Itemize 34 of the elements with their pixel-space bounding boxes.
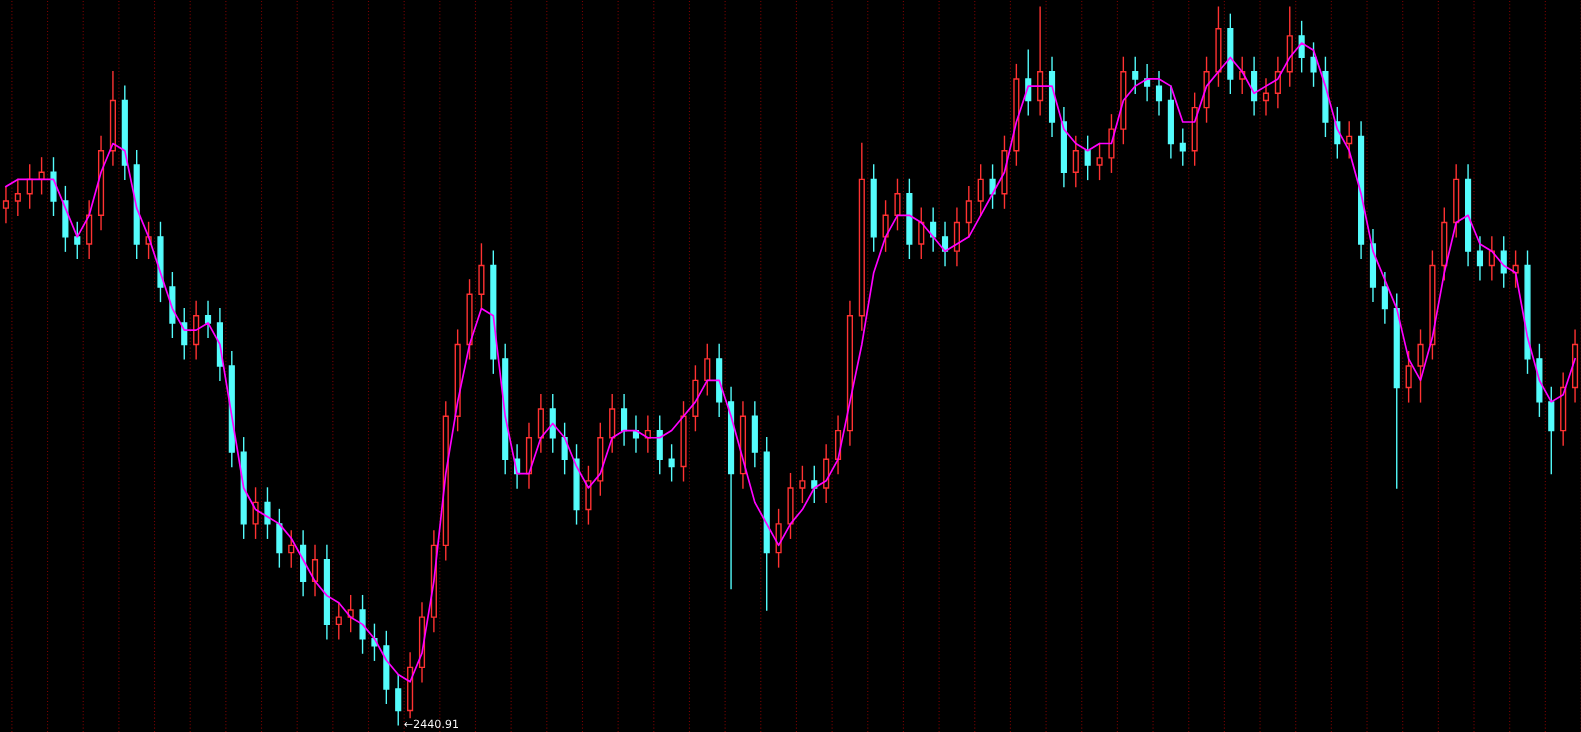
candlestick	[621, 394, 628, 446]
candlestick	[668, 444, 675, 482]
candlestick	[1405, 350, 1412, 403]
candlestick	[930, 207, 937, 252]
candlestick	[1476, 236, 1484, 281]
candlestick	[918, 207, 925, 260]
candlestick	[1132, 56, 1139, 94]
candlestick	[1096, 142, 1103, 181]
candlestick	[14, 178, 21, 216]
candlestick	[704, 343, 711, 396]
candlestick	[1084, 135, 1091, 181]
candlestick	[799, 465, 806, 504]
candlestick	[894, 178, 901, 231]
annotation: ←2440.91	[404, 719, 459, 729]
candlestick	[204, 300, 212, 338]
candlestick	[1381, 272, 1388, 324]
candlestick	[1417, 329, 1424, 403]
candlestick	[977, 164, 984, 216]
candlestick	[965, 185, 972, 238]
candlestick	[395, 673, 402, 726]
candlestick	[311, 544, 319, 597]
candlestick	[1155, 71, 1163, 116]
candlestick	[2, 185, 10, 224]
candlestick	[264, 487, 271, 539]
candlestick	[335, 602, 342, 640]
candlestick	[74, 221, 81, 260]
candlestick	[1179, 128, 1186, 166]
candlestick	[288, 530, 295, 568]
candlestick	[1500, 236, 1507, 288]
candlestick	[1346, 121, 1353, 159]
candlestick	[811, 465, 818, 504]
candlestick	[1072, 135, 1079, 188]
candlestick	[1310, 42, 1317, 87]
candlestick	[1262, 78, 1270, 116]
